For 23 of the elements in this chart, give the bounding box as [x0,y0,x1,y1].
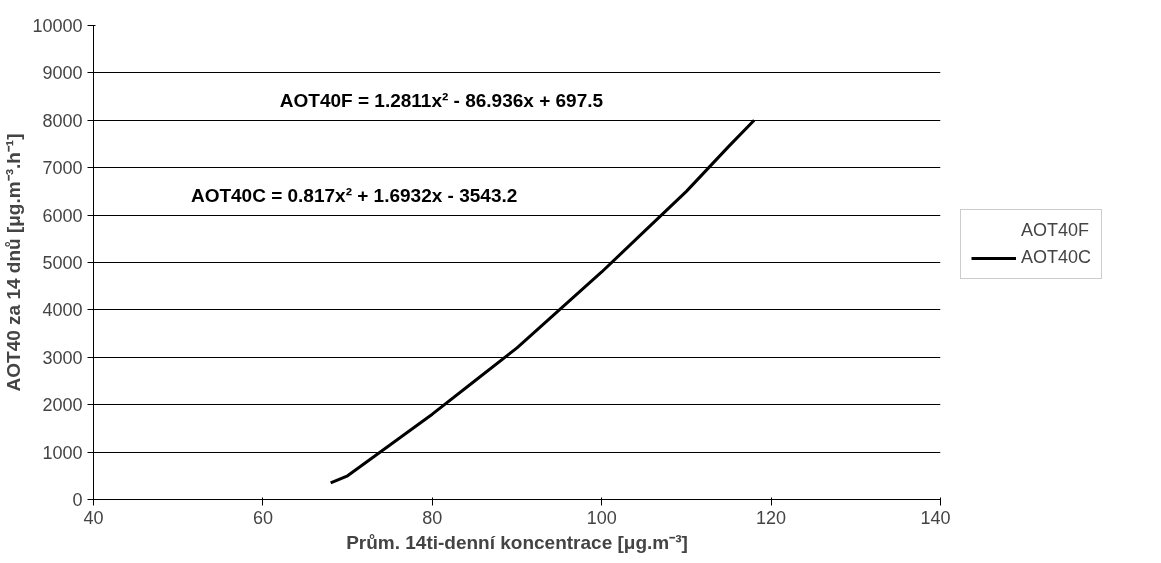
y-tick-label: 4000 [42,300,83,321]
y-tick-label: 5000 [42,253,83,273]
annotation: AOT40C = 0.817x² + 1.6932x - 3543.2 [190,184,518,206]
y-axis-title: AOT40 za 14 dnů [μg.m⁻³.h⁻¹] [3,133,25,392]
y-tick-label: 1000 [42,442,83,463]
x-tick-label: 40 [83,507,104,528]
text: AOT40F [1021,220,1090,241]
y-tick-label: 3000 [42,347,83,368]
x-axis-title: Prům. 14ti-denní koncentrace [μg.m⁻³] [346,531,688,553]
x-tick-label: 120 [756,507,787,528]
y-tick-label: 10000 [32,16,83,36]
legend-label: AOT40C [1021,247,1092,268]
x-tick-label: 60 [252,507,273,528]
y-tick-label: 0 [72,490,83,510]
y-tick-label: 7000 [42,158,83,179]
y-tick-label: 9000 [42,63,83,84]
y-tick-label: 2000 [42,395,83,416]
y-tick-label: 8000 [42,110,83,131]
y-tick-label: 6000 [42,205,83,226]
annotation: AOT40F = 1.2811x² - 86.936x + 697.5 [279,89,604,111]
x-tick-label: 140 [920,507,951,528]
x-tick-label: 80 [422,507,443,528]
x-tick-label: 100 [586,507,617,528]
